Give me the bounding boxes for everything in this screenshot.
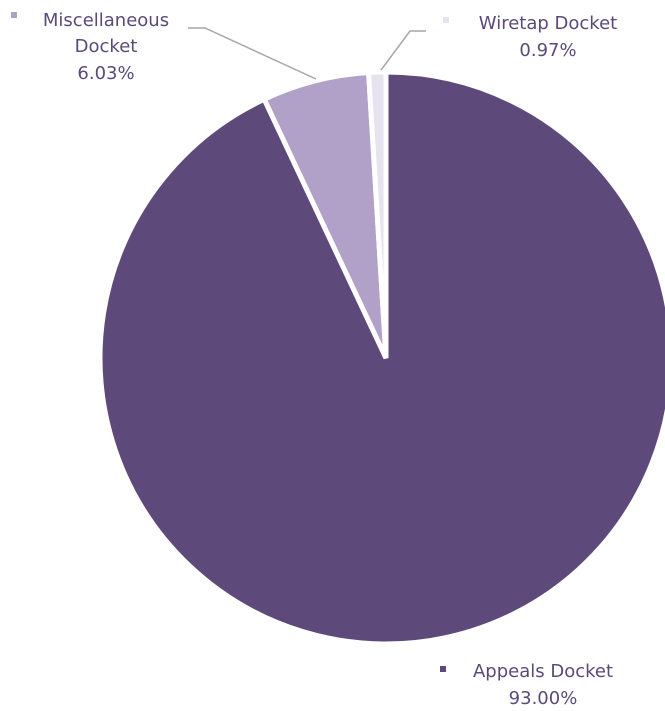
leader-lines <box>188 27 426 80</box>
label-wiretap-line1: Wiretap Docket <box>479 13 617 34</box>
marker-appeals <box>440 666 446 672</box>
label-miscellaneous-line2: Docket <box>75 36 138 57</box>
marker-miscellaneous <box>11 12 17 18</box>
leader-line-miscellaneous <box>188 27 317 80</box>
label-miscellaneous: Miscellaneous Docket 6.03% <box>11 10 169 84</box>
leader-line-wiretap <box>380 30 426 71</box>
label-appeals-line1: Appeals Docket <box>473 661 613 682</box>
label-wiretap: Wiretap Docket 0.97% <box>443 13 617 61</box>
label-appeals-pct: 93.00% <box>509 688 578 709</box>
label-wiretap-pct: 0.97% <box>519 40 576 61</box>
label-miscellaneous-pct: 6.03% <box>77 63 134 84</box>
pie-slice-appeals <box>97 69 665 647</box>
pie-slices <box>97 69 665 647</box>
label-miscellaneous-line1: Miscellaneous <box>43 10 169 31</box>
marker-wiretap <box>443 17 449 23</box>
label-appeals: Appeals Docket 93.00% <box>440 661 613 709</box>
pie-slice-wiretap <box>365 69 389 359</box>
